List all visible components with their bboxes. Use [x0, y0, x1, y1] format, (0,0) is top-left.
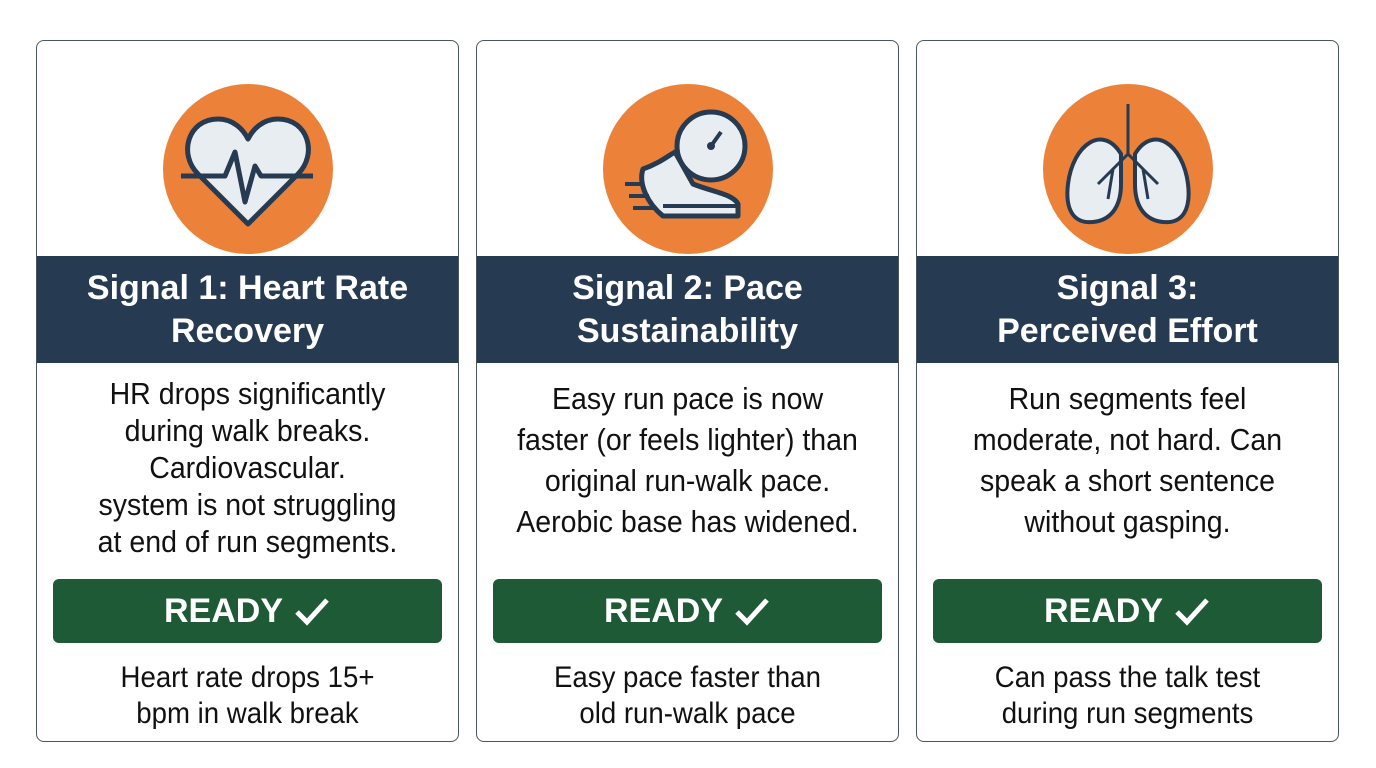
ready-badge: READY	[53, 579, 442, 643]
title-line: Signal 2: Pace	[572, 268, 803, 307]
ready-badge: READY	[493, 579, 882, 643]
checkmark-icon	[1175, 598, 1209, 626]
heart-pulse-icon	[163, 84, 333, 254]
footer-line: during run segments	[1001, 697, 1254, 730]
status-label: READY	[1043, 591, 1164, 630]
footer-line: old run-walk pace	[579, 697, 796, 730]
signal-card-heart-rate: Signal 1: Heart Rate Recovery HR drops si…	[36, 40, 459, 742]
body-line: system is not struggling	[98, 487, 397, 522]
body-line: Cardiovascular.	[149, 450, 346, 485]
body-line: faster (or feels lighter) than	[517, 422, 858, 457]
body-line: during walk breaks.	[124, 413, 371, 448]
body-line: Easy run pace is now	[551, 381, 824, 416]
title-line: Perceived Effort	[997, 311, 1258, 350]
signal-card-pace: Signal 2: Pace Sustainability Easy run pa…	[476, 40, 899, 742]
footer-line: bpm in walk break	[136, 697, 359, 730]
body-line: moderate, not hard. Can	[972, 422, 1283, 457]
status-label: READY	[603, 591, 724, 630]
body-line: Run segments feel	[1008, 381, 1247, 416]
footer-line: Heart rate drops 15+	[120, 661, 375, 694]
footer-line: Easy pace faster than	[554, 661, 821, 694]
lungs-icon	[1043, 84, 1213, 254]
body-line: without gasping.	[1024, 504, 1231, 539]
footer-line: Can pass the talk test	[994, 661, 1261, 694]
body-line: speak a short sentence	[980, 463, 1275, 498]
body-line: HR drops significantly	[109, 376, 386, 411]
title-line: Recovery	[170, 311, 325, 350]
checkmark-icon	[735, 598, 769, 626]
card-title: Signal 2: Pace Sustainability	[477, 256, 898, 363]
checkmark-icon	[295, 598, 329, 626]
body-line: at end of run segments.	[97, 524, 398, 559]
card-title: Signal 3: Perceived Effort	[917, 256, 1338, 363]
running-shoe-stopwatch-icon	[603, 84, 773, 254]
title-line: Signal 3:	[1056, 268, 1199, 307]
card-title: Signal 1: Heart Rate Recovery	[37, 256, 458, 363]
signal-card-effort: Signal 3: Perceived Effort Run segments f…	[916, 40, 1339, 742]
body-line: original run-walk pace.	[544, 463, 831, 498]
status-label: READY	[163, 591, 284, 630]
body-line: Aerobic base has widened.	[516, 504, 859, 539]
title-line: Sustainability	[576, 311, 799, 350]
ready-badge: READY	[933, 579, 1322, 643]
title-line: Signal 1: Heart Rate	[86, 268, 409, 307]
